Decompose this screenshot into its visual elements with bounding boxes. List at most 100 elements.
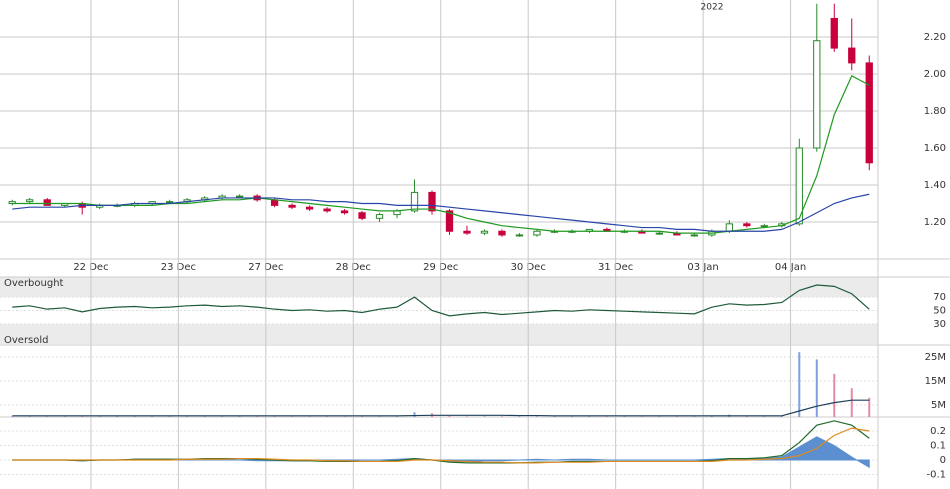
volume-bar xyxy=(658,416,661,417)
oversold-zone xyxy=(0,323,878,344)
candle-body xyxy=(795,147,803,225)
candle-body xyxy=(235,195,244,198)
volume-bar xyxy=(133,416,136,417)
y-tick-label: 25M xyxy=(925,352,946,363)
volume-bar xyxy=(465,416,468,417)
volume-bar xyxy=(291,416,294,417)
volume-bar xyxy=(535,416,538,417)
volume-bar xyxy=(763,416,766,417)
volume-bar xyxy=(483,416,486,417)
volume-bar xyxy=(675,416,678,417)
volume-bar xyxy=(500,416,503,417)
candle-body xyxy=(533,230,541,236)
volume-bar xyxy=(640,416,643,417)
candle-body xyxy=(323,208,331,212)
volume-bar xyxy=(326,416,329,417)
volume-bar xyxy=(413,412,416,417)
candle-body xyxy=(655,232,664,235)
volume-bar xyxy=(46,416,49,417)
y-tick-label: 2.00 xyxy=(924,69,946,80)
indicator-line xyxy=(12,427,870,464)
y-tick-label: 70 xyxy=(933,292,946,303)
candle-body xyxy=(445,210,454,232)
candle-body xyxy=(498,230,506,236)
candle-body xyxy=(690,234,699,237)
y-tick-label: 1.20 xyxy=(924,217,946,228)
y-tick-label: 15M xyxy=(925,376,946,387)
volume-bar xyxy=(116,416,119,417)
volume-bar xyxy=(588,416,591,417)
volume-bar xyxy=(98,416,101,417)
volume-bar xyxy=(518,416,521,417)
candle-body xyxy=(865,62,873,164)
volume-bar xyxy=(605,416,608,417)
volume-bar xyxy=(221,416,224,417)
marks-layer xyxy=(8,3,873,469)
volume-bar xyxy=(396,416,399,417)
y-tick-label: 5M xyxy=(931,400,946,411)
indicator-line xyxy=(12,420,870,464)
volume-bar xyxy=(273,416,276,417)
candle-body xyxy=(848,47,856,64)
candle-body xyxy=(288,204,296,208)
volume-bar xyxy=(745,416,748,417)
volume-bar xyxy=(186,416,189,417)
candle-body xyxy=(480,230,489,234)
volume-bar xyxy=(308,416,311,417)
volume-bar xyxy=(151,416,154,417)
volume-bar xyxy=(850,388,853,417)
overbought-label: Overbought xyxy=(4,278,64,289)
candle-body xyxy=(26,199,34,203)
volume-bar xyxy=(361,416,364,417)
volume-bar xyxy=(710,416,713,417)
candle-body xyxy=(340,210,349,214)
candle-body xyxy=(410,191,419,212)
volume-bar xyxy=(448,416,451,417)
y-tick-label: 0 xyxy=(940,455,946,466)
candle-body xyxy=(830,18,838,49)
volume-bar xyxy=(63,416,66,417)
candle-body xyxy=(305,206,314,210)
y-tick-label: 2.20 xyxy=(924,32,946,43)
volume-bar xyxy=(815,359,818,417)
volume-bar xyxy=(693,416,696,417)
y-tick-label: 0.1 xyxy=(930,441,946,452)
volume-bar xyxy=(378,416,381,417)
overbought-zone xyxy=(0,277,878,298)
volume-bar xyxy=(203,416,206,417)
y-tick-label: 0.2 xyxy=(930,426,946,437)
candle-body xyxy=(463,230,471,234)
volume-bar xyxy=(168,416,171,417)
volume-bar xyxy=(780,416,783,417)
candle-body xyxy=(813,40,821,149)
volume-bar xyxy=(28,416,31,417)
y-tick-label: 1.40 xyxy=(924,180,946,191)
candle-body xyxy=(166,201,174,204)
y-tick-label: 1.80 xyxy=(924,106,946,117)
volume-bar xyxy=(868,397,871,417)
volume-bar xyxy=(833,373,836,417)
volume-bar xyxy=(256,416,259,417)
volume-bar xyxy=(11,416,14,417)
candle-body xyxy=(428,191,436,212)
volume-bar xyxy=(570,416,573,417)
volume-bar xyxy=(81,416,84,417)
y-tick-label: 1.60 xyxy=(924,143,946,154)
candle-body xyxy=(375,214,384,219)
candle-body xyxy=(743,223,751,227)
y-tick-label: 50 xyxy=(933,306,946,317)
indicator-line xyxy=(12,284,870,317)
volume-bar xyxy=(343,416,346,417)
indicator-line xyxy=(12,399,870,417)
candle-body xyxy=(725,223,733,232)
candle-body xyxy=(358,212,366,219)
volume-bar xyxy=(623,416,626,417)
volume-bar xyxy=(553,416,556,417)
candle-body xyxy=(43,199,51,206)
year-label: 2022 xyxy=(701,3,724,13)
indicator-line xyxy=(12,193,870,232)
candle-body xyxy=(515,234,524,237)
volume-bar xyxy=(798,352,801,417)
